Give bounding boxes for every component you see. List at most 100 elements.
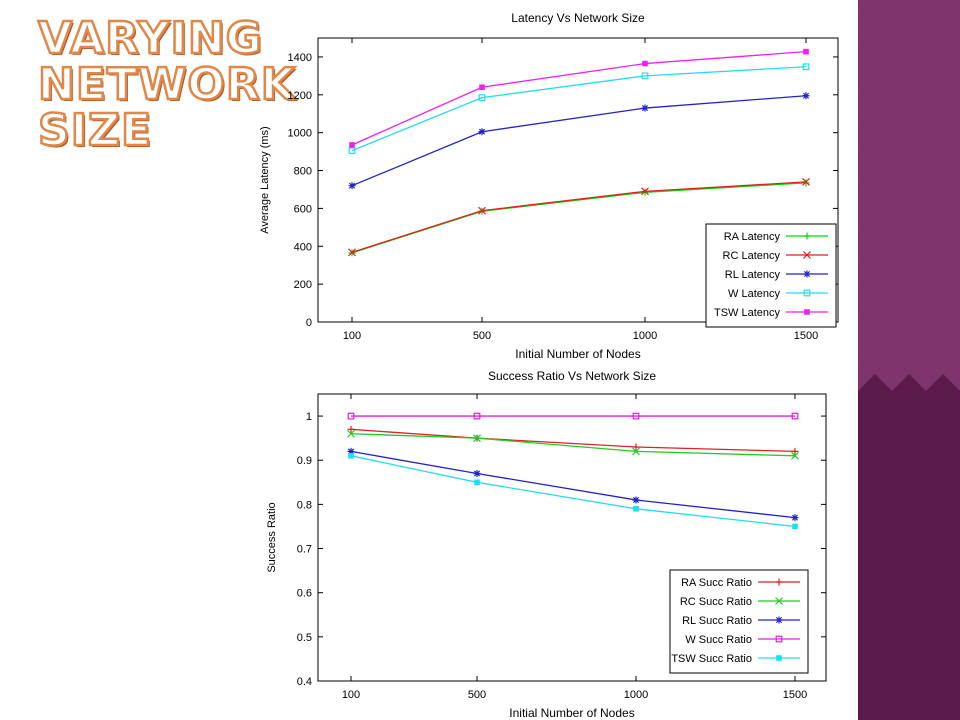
series-1 [347,429,799,460]
pattern-diamond [943,51,960,85]
data-point-marker [348,147,356,155]
series-line [350,455,796,528]
data-point-marker [632,447,640,456]
data-point-marker [802,92,810,100]
series-line [350,450,796,519]
pattern-diamond [909,357,943,391]
legend-entry-label: TSW Succ Ratio [671,653,752,665]
legend-entry-label: W Succ Ratio [685,634,752,646]
y-tick-label: 0.4 [297,676,312,688]
series-line [350,433,796,457]
data-point-marker [348,182,356,190]
pattern-diamond [858,51,875,85]
series-line [351,95,807,187]
legend-entry-label: W Latency [728,288,780,300]
x-tick-label: 100 [343,330,361,342]
plot-frame [317,37,839,323]
data-point-marker [791,412,799,420]
y-tick-label: 0.5 [297,632,312,644]
series-line [351,181,807,253]
data-point-marker [348,248,356,257]
series-4 [349,48,809,148]
data-point-marker [791,451,799,460]
legend-entry-label: RL Succ Ratio [682,615,752,627]
pattern-diamond [858,187,875,221]
pattern-diamond [858,323,875,357]
pattern-diamond [943,85,960,119]
y-tick-label: 1400 [288,52,312,64]
latency-chart: Latency Vs Network Size 0 200 400 600 800 1000… [259,11,839,361]
data-point-marker [641,72,649,80]
data-point-marker [803,251,811,259]
data-point-marker [775,597,783,605]
data-point-marker [473,434,481,443]
data-point-marker [803,270,811,278]
pattern-diamond [858,17,875,51]
legend-entry-label: RC Succ Ratio [680,596,752,608]
data-point-marker [776,655,782,661]
data-point-marker [478,206,486,215]
legend-entry-label: RA Succ Ratio [681,577,752,589]
data-point-marker [473,412,481,420]
data-point-marker [775,635,783,643]
data-point-marker [641,188,649,196]
data-point-marker [349,142,355,148]
legend-entry-label: RL Latency [725,269,781,281]
x-tick-label: 1000 [633,330,657,342]
data-point-marker [641,187,649,196]
data-point-marker [632,496,640,504]
y-tick-label: 0.7 [297,544,312,556]
data-point-marker [347,429,355,438]
x-tick-label: 500 [468,689,486,701]
series-0 [347,425,799,455]
data-point-marker [348,453,354,459]
data-point-marker [791,514,799,522]
pattern-diamond [858,289,875,323]
series-3 [348,63,810,155]
data-point-marker [632,412,640,420]
legend-entry-label: TSW Latency [714,307,781,319]
y-tick-label: 200 [294,279,312,291]
y-tick-label: 0.9 [297,455,312,467]
pattern-diamond [875,357,909,391]
pattern-diamond [943,119,960,153]
data-point-marker [792,523,798,530]
data-point-marker [791,447,799,455]
x-axis-label: Initial Number of Nodes [515,347,640,361]
data-point-marker [347,447,355,455]
data-point-marker [803,289,811,297]
data-point-marker [632,443,640,451]
y-tick-label: 0.8 [297,499,312,511]
legend-entry-label: RA Latency [724,231,781,243]
x-tick-label: 100 [342,689,360,701]
pattern-diamond [943,153,960,187]
data-point-marker [642,60,648,67]
y-tick-label: 1 [306,411,312,423]
data-point-marker [478,128,486,136]
data-point-marker [633,506,639,512]
pattern-diamond [943,289,960,323]
x-tick-label: 500 [473,330,491,342]
data-point-marker [478,94,486,102]
x-tick-label: 1000 [624,689,648,701]
data-point-marker [473,469,481,477]
y-tick-label: 800 [294,166,312,178]
slide-title: Varying Network Size [37,13,296,156]
pattern-diamond [943,357,960,391]
data-point-marker [479,84,485,91]
x-axis-label: Initial Number of Nodes [509,706,634,720]
pattern-diamond [909,0,943,17]
y-tick-label: 600 [294,203,312,215]
series-line [351,66,807,152]
pattern-diamond [943,323,960,357]
legend: RA Latency RC Latency RL Latency W Latency T… [705,223,837,328]
y-axis-label: Average Latency (ms) [259,126,271,233]
data-point-marker [775,578,783,586]
series-2 [347,447,799,522]
plot-frame [317,393,827,682]
chart-title: Success Ratio Vs Network Size [488,369,656,383]
side-pattern-decoration [858,0,960,720]
pattern-diamond [943,17,960,51]
series-4 [348,453,798,530]
y-tick-label: 400 [294,241,312,253]
